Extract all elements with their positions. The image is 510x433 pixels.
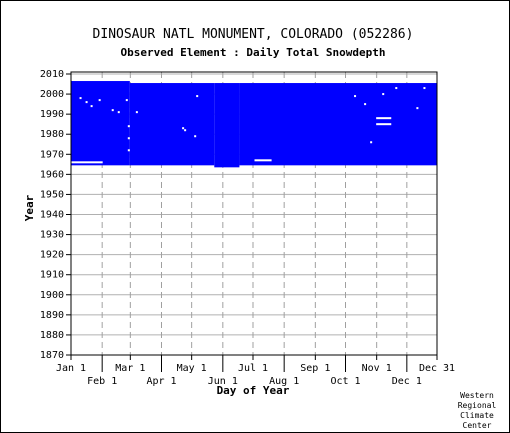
missing-segment-3 <box>376 123 392 126</box>
missing-segment-23 <box>395 87 398 90</box>
x-tick-label-32: Feb 1 <box>87 376 117 387</box>
missing-segment-17 <box>194 135 197 138</box>
missing-segment-6 <box>127 125 130 128</box>
chart-subtitle: Observed Element : Daily Total Snowdepth <box>121 46 386 59</box>
missing-segment-5 <box>127 137 130 140</box>
y-tick-label-1970: 1970 <box>40 149 64 160</box>
missing-segment-14 <box>135 111 138 114</box>
y-tick-label-1900: 1900 <box>40 290 64 301</box>
x-tick-label-274: Oct 1 <box>330 376 360 387</box>
x-tick-label-365: Dec 31 <box>419 363 455 374</box>
y-tick-label-1890: 1890 <box>40 310 64 321</box>
credit-line-4: Center <box>463 421 492 430</box>
missing-segment-1 <box>254 159 272 162</box>
missing-segment-7 <box>79 97 82 100</box>
coverage-block-3 <box>239 83 438 166</box>
y-tick-label-1960: 1960 <box>40 169 64 180</box>
missing-segment-25 <box>423 87 426 90</box>
x-tick-label-152: Jun 1 <box>208 376 238 387</box>
y-tick-label-1910: 1910 <box>40 270 64 281</box>
y-tick-label-1880: 1880 <box>40 330 64 341</box>
x-tick-label-244: Sep 1 <box>300 363 330 374</box>
x-axis-label: Day of Year <box>217 384 290 397</box>
plot-border <box>70 71 438 356</box>
missing-segment-4 <box>127 149 130 152</box>
y-tick-label-2010: 2010 <box>40 69 64 80</box>
missing-segment-2 <box>376 117 392 120</box>
y-tick-label-1930: 1930 <box>40 230 64 241</box>
y-tick-label-1870: 1870 <box>40 350 64 361</box>
x-tick-label-182: Jul 1 <box>238 363 268 374</box>
missing-segment-13 <box>125 99 128 102</box>
credit-line-2: Regional <box>458 401 497 410</box>
missing-segment-11 <box>111 109 114 112</box>
data-coverage <box>70 81 438 168</box>
missing-segment-12 <box>117 111 120 114</box>
y-tick-label-1990: 1990 <box>40 109 64 120</box>
missing-data <box>70 87 426 164</box>
x-tick-label-305: Nov 1 <box>362 363 392 374</box>
missing-segment-24 <box>416 107 419 110</box>
coverage-block-2 <box>214 83 240 168</box>
y-axis-label: Year <box>23 194 36 221</box>
missing-segment-20 <box>364 103 367 106</box>
missing-segment-18 <box>196 95 199 98</box>
y-tick-label-1950: 1950 <box>40 189 64 200</box>
y-tick-label-2000: 2000 <box>40 89 64 100</box>
coverage-block-1 <box>129 83 215 166</box>
missing-segment-15 <box>182 127 185 130</box>
credit-text: Western Regional Climate Center <box>458 391 497 430</box>
chart-title: DINOSAUR NATL MONUMENT, COLORADO (052286… <box>93 27 414 42</box>
credit-line-1: Western <box>460 391 494 400</box>
x-tick-label-213: Aug 1 <box>269 376 299 387</box>
x-tick-label-1: Jan 1 <box>56 363 86 374</box>
missing-segment-19 <box>354 95 357 98</box>
missing-segment-16 <box>184 129 187 132</box>
missing-segment-0 <box>70 161 103 164</box>
credit-line-3: Climate <box>460 411 494 420</box>
missing-segment-9 <box>90 105 93 108</box>
coverage-block-0 <box>70 81 130 166</box>
y-tick-label-1920: 1920 <box>40 250 64 261</box>
missing-segment-10 <box>98 99 101 102</box>
axis-ticks: 1870 1880 1890 1900 1910 1920 1930 1940 1950 1960… <box>40 69 455 387</box>
x-tick-label-335: Dec 1 <box>392 376 422 387</box>
missing-segment-22 <box>382 93 385 96</box>
x-tick-label-121: May 1 <box>177 363 207 374</box>
y-tick-label-1980: 1980 <box>40 129 64 140</box>
x-tick-label-91: Apr 1 <box>146 376 176 387</box>
missing-segment-8 <box>85 101 88 104</box>
y-tick-label-1940: 1940 <box>40 210 64 221</box>
missing-segment-21 <box>370 141 373 144</box>
x-tick-label-60: Mar 1 <box>115 363 145 374</box>
